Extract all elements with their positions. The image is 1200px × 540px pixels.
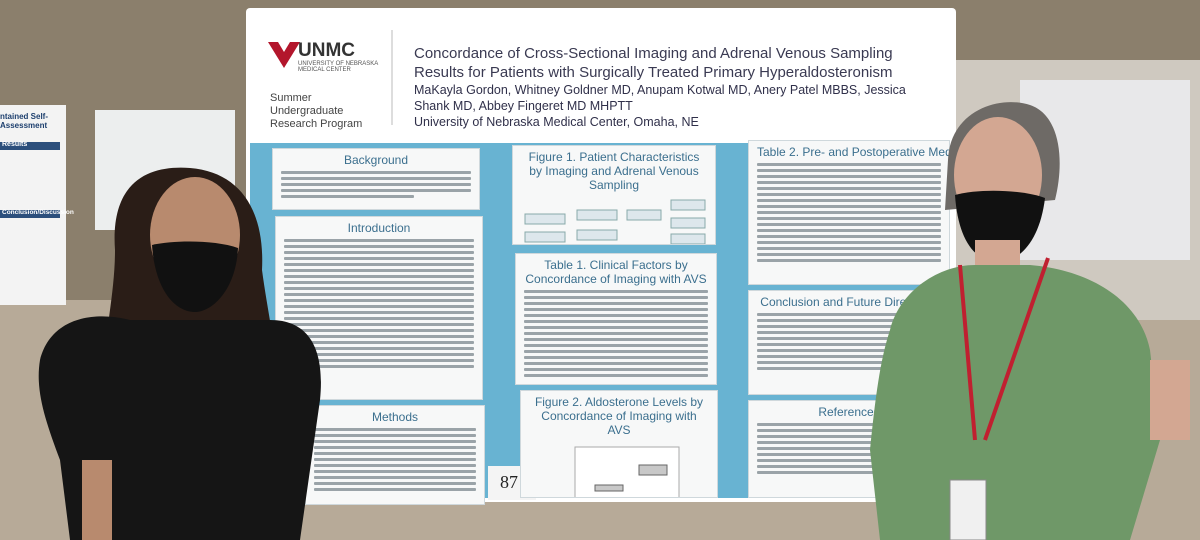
side-results: Results bbox=[2, 141, 28, 148]
figure2-box: Figure 2. Aldosterone Levels by Concorda… bbox=[520, 390, 718, 498]
logo: UNMC bbox=[298, 40, 355, 61]
background-box: Background bbox=[272, 148, 480, 210]
poster-title: Concordance of Cross-Sectional Imaging a… bbox=[414, 45, 893, 81]
table-title: Table 1. Clinical Factors by Concordance… bbox=[525, 258, 707, 286]
table1-box: Table 1. Clinical Factors by Concordance… bbox=[515, 253, 717, 385]
institution: UNIVERSITY OF NEBRASKA MEDICAL CENTER bbox=[298, 61, 378, 73]
section-heading: Methods bbox=[371, 410, 419, 424]
figure-title: Figure 2. Aldosterone Levels by Concorda… bbox=[534, 395, 704, 437]
flowchart bbox=[524, 199, 706, 244]
table-title: Table 2. Pre- and Postoperative Medicati… bbox=[757, 145, 949, 159]
section-heading: References bbox=[818, 405, 880, 419]
side-conclusion: Conclusion/Discussion bbox=[2, 209, 74, 216]
affiliation: University of Nebraska Medical Center, O… bbox=[414, 115, 699, 129]
figure1-box: Figure 1. Patient Characteristics by Ima… bbox=[512, 145, 716, 245]
side-heading: ntained Self-Assessment bbox=[0, 112, 49, 130]
table2-box: Table 2. Pre- and Postoperative Medicati… bbox=[748, 140, 950, 285]
boxplot bbox=[574, 446, 680, 497]
methods-box: Methods bbox=[305, 405, 485, 505]
program: Summer Undergraduate Research Program bbox=[270, 92, 363, 130]
section-heading: Introduction bbox=[347, 221, 411, 235]
figure-title: Figure 1. Patient Characteristics by Ima… bbox=[528, 150, 700, 192]
board-number: 87 bbox=[500, 472, 518, 492]
section-heading: Background bbox=[343, 153, 409, 167]
authors: MaKayla Gordon, Whitney Goldner MD, Anup… bbox=[414, 83, 906, 113]
section-heading: Conclusion and Future Directions bbox=[760, 295, 938, 309]
